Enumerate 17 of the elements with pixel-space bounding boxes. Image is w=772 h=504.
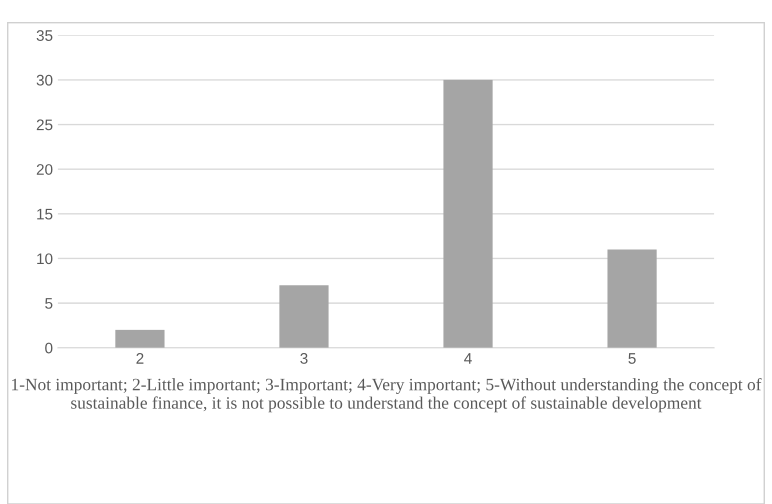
x-tick-label: 3 <box>300 353 308 364</box>
y-tick-label: 25 <box>36 119 52 130</box>
x-tick-label: 4 <box>464 353 472 364</box>
x-tick-label: 2 <box>136 353 144 364</box>
x-axis-title: 1-Not important; 2-Little important; 3-Important; 4-Very important; 5-Without understanding the concept of sustainable finance, it is not possible to understand the concept of sustainable development <box>12 378 762 412</box>
bar <box>279 285 329 348</box>
y-tick-label: 20 <box>36 164 52 175</box>
y-tick-label: 10 <box>37 253 52 264</box>
x-tick-label: 5 <box>628 353 636 364</box>
y-tick-label: 5 <box>45 298 52 309</box>
bar <box>443 80 493 348</box>
bar <box>115 330 165 348</box>
y-tick-label: 30 <box>36 74 52 86</box>
y-tick-label: 15 <box>37 208 52 220</box>
bar <box>607 250 657 348</box>
y-tick-label: 35 <box>36 30 52 41</box>
y-tick-label: 0 <box>45 342 52 354</box>
